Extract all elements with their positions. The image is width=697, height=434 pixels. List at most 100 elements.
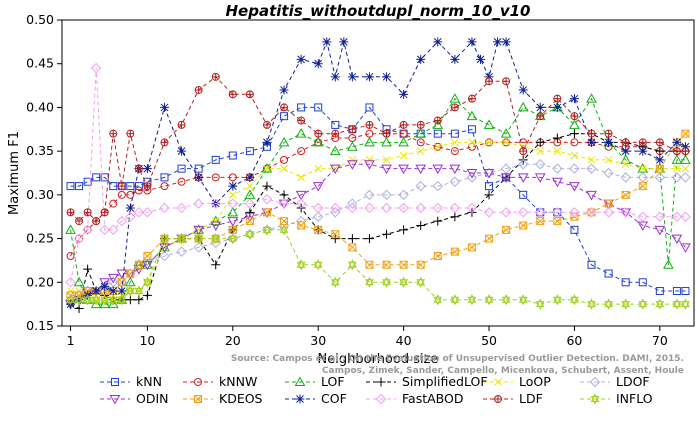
data-point-marker [329,164,341,175]
data-point-marker [553,217,562,226]
data-point-marker [399,225,409,235]
data-point-marker [160,173,169,182]
data-point-marker [381,202,392,214]
x-tick-label: 60 [566,333,582,348]
data-point-marker [65,224,76,234]
data-point-marker [99,278,111,288]
data-point-marker [278,198,290,209]
data-point-marker [449,93,461,103]
data-point-marker [330,234,340,244]
data-point-marker [604,269,613,278]
data-point-marker [159,202,170,214]
data-point-marker [399,89,409,99]
data-point-marker [194,85,203,94]
data-point-marker [483,119,495,129]
data-point-marker [176,202,187,214]
data-point-marker [484,190,494,200]
data-point-marker [398,189,409,201]
legend-swatch-marker [376,377,386,387]
legend-label: SimplifiedLOF [402,374,488,389]
data-point-marker [569,163,580,174]
data-point-marker [416,54,426,64]
legend-label: LDOF [616,374,650,389]
data-point-marker [125,203,135,213]
data-point-marker [297,173,305,182]
data-point-marker [92,217,101,226]
data-point-marker [177,232,186,245]
data-point-marker [160,138,169,147]
data-point-marker [365,260,374,269]
data-point-marker [672,147,681,156]
data-point-marker [365,156,374,164]
data-point-marker [99,298,111,309]
legend-swatch-marker [294,376,306,386]
data-point-marker [348,243,357,252]
data-point-marker [91,286,101,296]
data-point-marker [415,128,427,138]
data-point-marker [621,278,630,287]
y-tick-label: 0.40 [26,99,54,114]
data-point-marker [126,269,135,278]
data-point-marker [570,151,579,160]
legend-swatch-marker [194,378,202,386]
data-point-marker [228,90,237,99]
legend-item-ldf: LDF [483,391,543,406]
data-point-marker [517,159,529,170]
data-point-marker [433,37,443,47]
data-point-marker [552,207,563,218]
data-point-marker [535,298,545,310]
data-point-marker [655,155,665,165]
data-point-marker [364,160,375,170]
x-tick-label: 70 [652,333,668,348]
data-point-marker [586,93,597,103]
data-point-marker [535,159,546,170]
data-point-marker [177,146,187,156]
data-point-marker [671,154,683,164]
data-point-marker [83,208,92,217]
data-point-marker [262,208,271,217]
chart-title: Hepatitis_withoutdupl_norm_10_v10 [226,2,531,20]
data-point-marker [416,276,426,288]
data-point-marker [381,136,392,147]
data-point-marker [638,278,647,287]
series-ldf [66,72,690,226]
data-point-marker [313,211,324,222]
data-point-marker [603,207,614,218]
data-point-marker [348,259,357,271]
data-point-marker [466,169,478,179]
data-point-marker [381,164,392,175]
data-point-marker [399,120,408,129]
data-point-marker [570,112,579,121]
data-point-marker [364,234,374,244]
data-point-marker [655,146,665,156]
data-point-marker [133,207,145,218]
data-point-marker [621,160,630,169]
data-point-marker [587,156,596,164]
data-point-marker [449,176,461,187]
data-point-marker [314,164,323,173]
legend-swatch-marker [590,393,600,405]
data-point-marker [262,181,272,191]
data-point-marker [433,142,442,151]
data-point-marker [501,294,511,306]
legend-item-simplifiedlof: SimplifiedLOF [366,374,488,389]
y-tick-label: 0.45 [26,56,54,71]
data-point-marker [262,224,272,236]
data-point-marker [449,164,461,175]
data-point-marker [681,129,690,138]
data-point-marker [416,220,426,230]
data-point-marker [553,147,562,155]
data-point-marker [314,225,323,234]
data-point-marker [519,147,528,156]
data-point-marker [312,182,324,192]
data-point-marker [638,138,647,147]
data-point-marker [280,103,289,112]
data-point-marker [450,103,459,112]
data-point-marker [416,147,425,155]
data-point-marker [193,198,204,209]
data-point-marker [551,177,563,188]
data-point-marker [399,260,408,269]
data-point-marker [398,202,409,214]
data-point-marker [262,137,272,147]
data-point-marker [638,182,647,191]
